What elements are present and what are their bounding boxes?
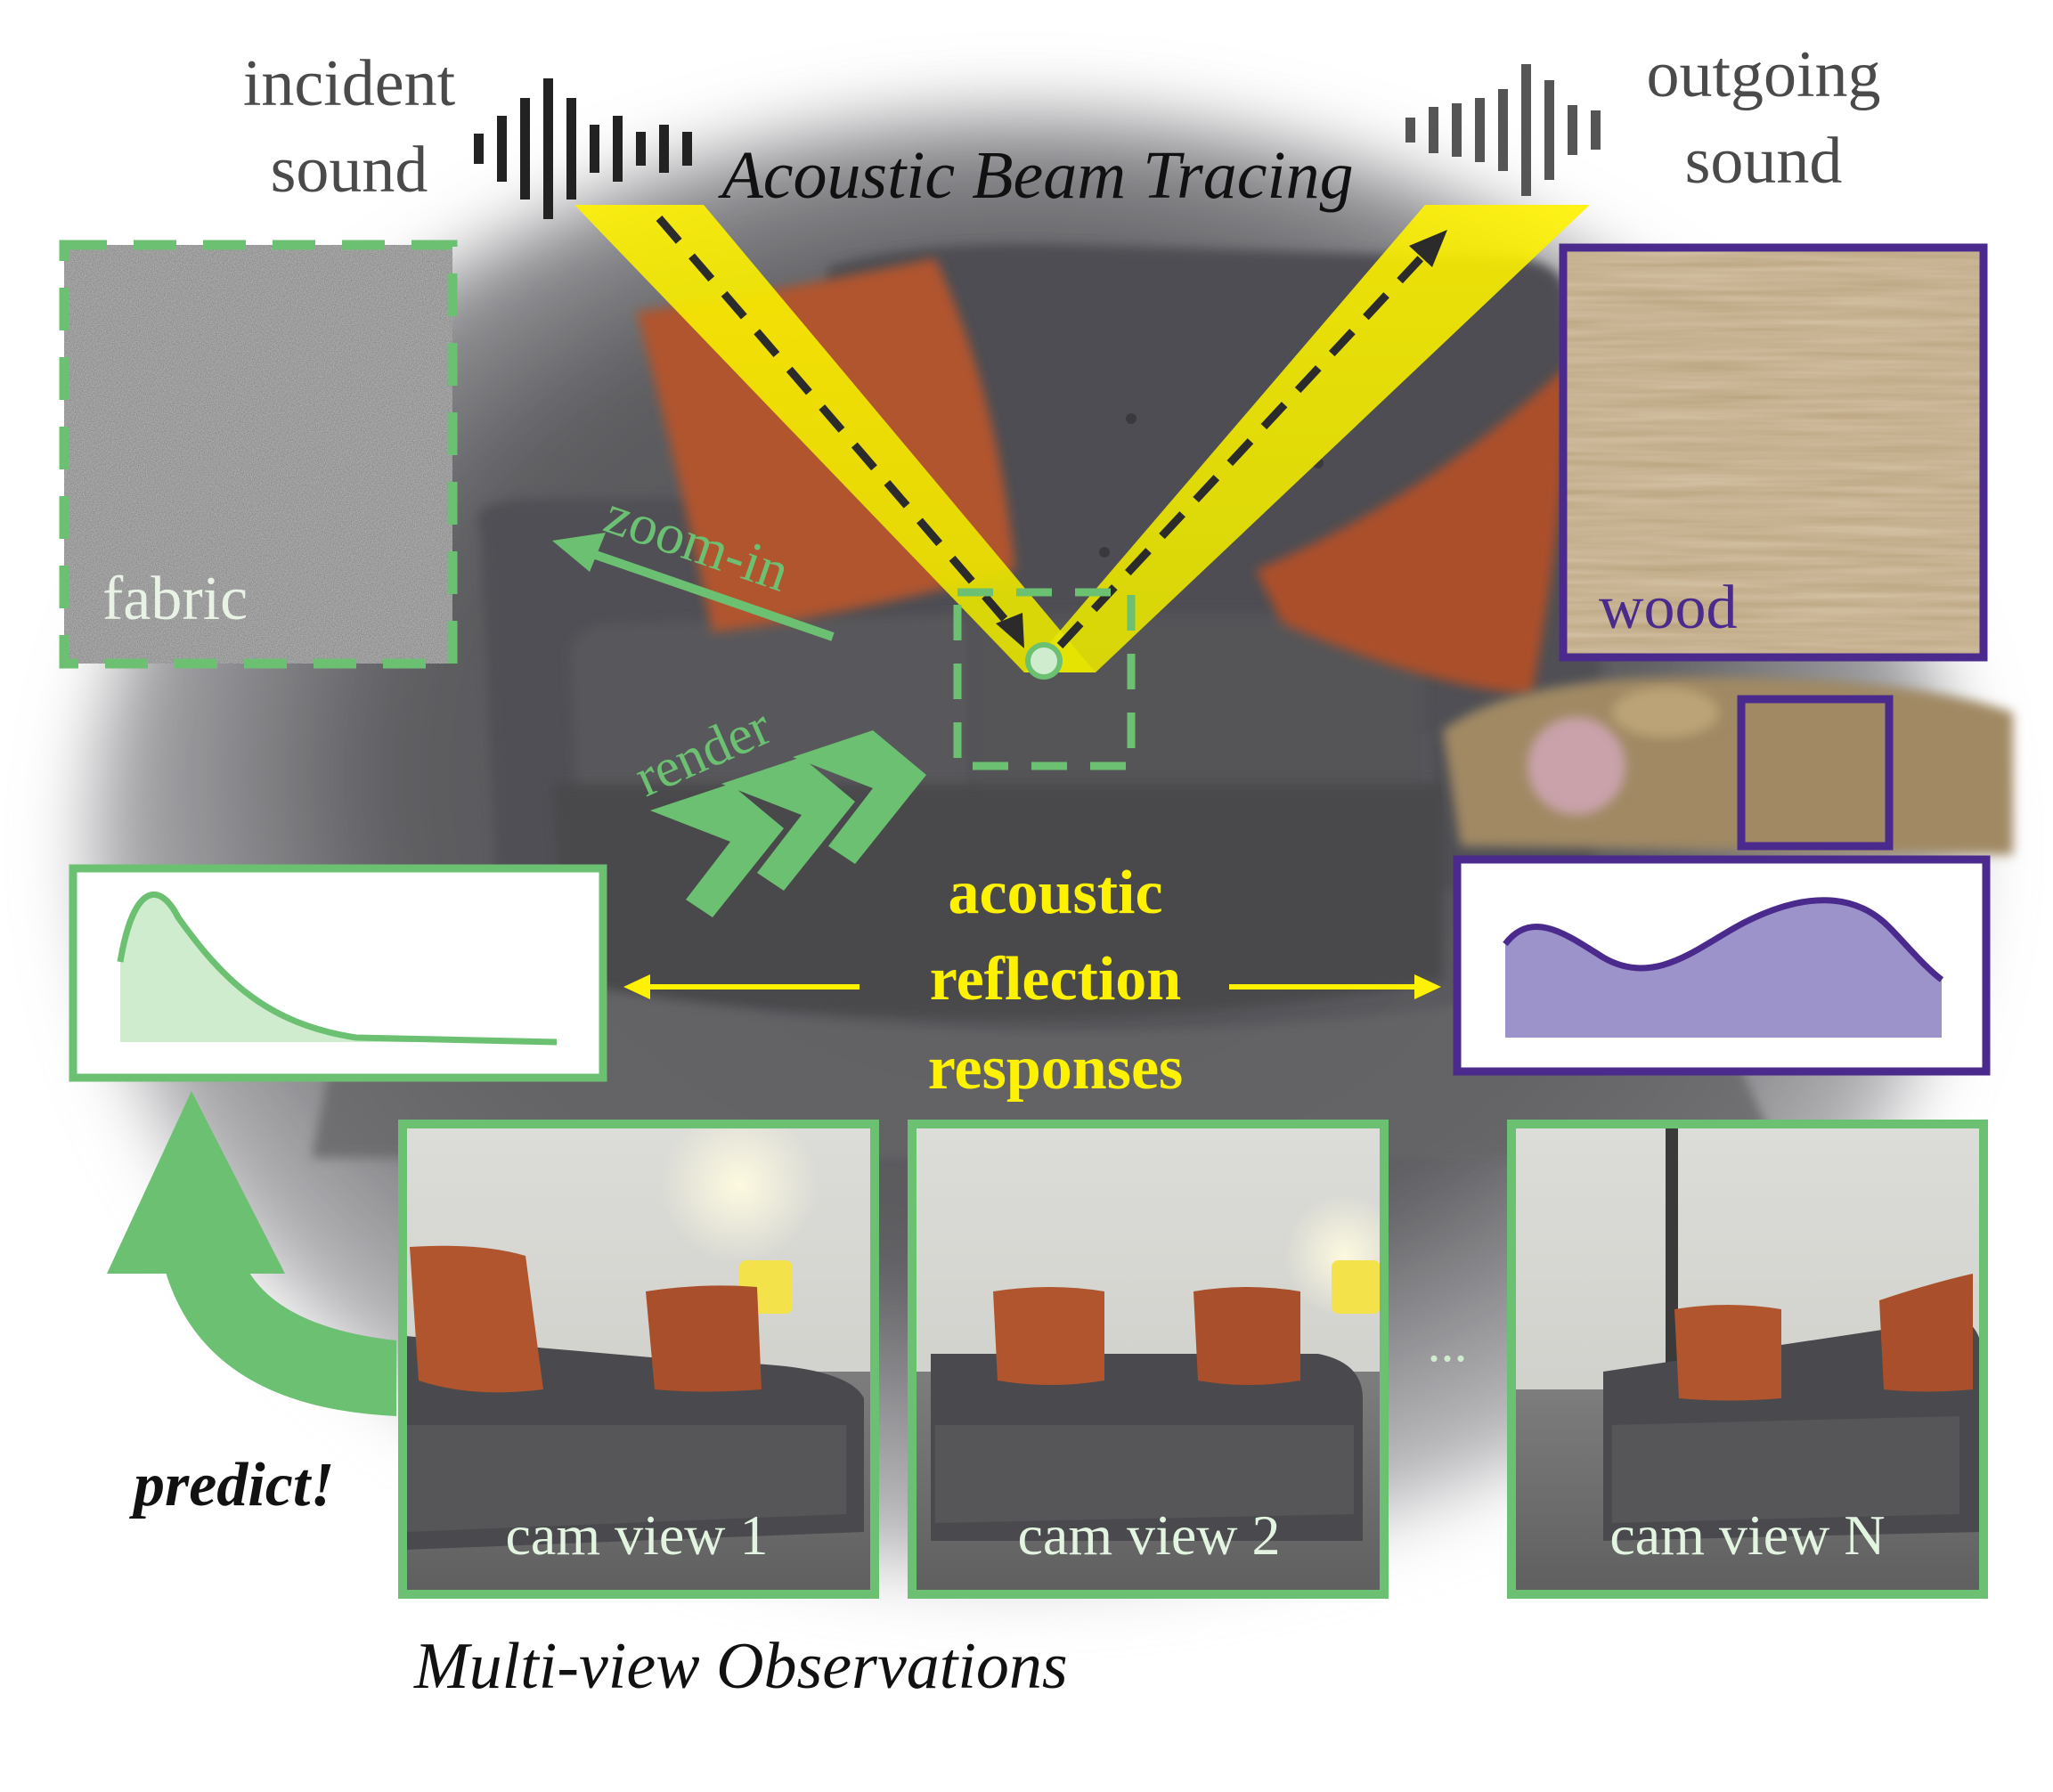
chevron-right-icon <box>650 784 784 917</box>
wood-texture-panel: wood <box>1559 243 1988 662</box>
wood-label: wood <box>1599 574 1738 642</box>
incident-label-line1: incident <box>243 47 456 120</box>
wood-source-box <box>1737 695 1894 851</box>
camera-view-2 <box>912 1124 1384 1594</box>
camera-view-1-label: cam view 1 <box>506 1503 769 1567</box>
fabric-response-fill <box>120 894 557 1042</box>
camera-view-1 <box>403 1124 875 1594</box>
outgoing-label-line2: sound <box>1685 125 1843 198</box>
beam-title: Acoustic Beam Tracing <box>717 138 1353 213</box>
acoustic-beams <box>574 205 1590 770</box>
incident-label-line2: sound <box>271 134 428 207</box>
outgoing-waveform-icon <box>1405 64 1601 196</box>
fabric-texture-panel: fabric <box>59 240 458 669</box>
camera-view-n-frame <box>1507 1120 1988 1599</box>
wood-response-fill <box>1505 900 1942 1038</box>
wood-response-plot <box>1453 855 1991 1076</box>
chevron-right-icon <box>721 757 855 891</box>
reflection-zoom-box <box>953 588 1136 770</box>
fabric-response-plot <box>69 864 607 1082</box>
camera-view-n-label: cam view N <box>1609 1503 1885 1567</box>
multiview-caption: Multi-view Observations <box>413 1630 1068 1703</box>
outgoing-label-line1: outgoing <box>1646 38 1880 111</box>
camera-view-2-frame <box>908 1120 1389 1599</box>
incident-waveform-icon <box>474 78 692 219</box>
outgoing-ray-arrowhead <box>1409 230 1447 267</box>
incident-ray-arrowhead <box>996 613 1024 648</box>
center-line-1: acoustic <box>948 859 1162 927</box>
center-line-2: reflection <box>930 945 1181 1014</box>
view-ellipsis: ... <box>1428 1314 1468 1373</box>
wood-response-curve <box>1503 897 1944 982</box>
camera-view-2-label: cam view 2 <box>1018 1503 1281 1567</box>
predict-arrow: predict! <box>107 1091 396 1519</box>
camera-view-n <box>1511 1124 1984 1594</box>
center-caption: acoustic reflection responses <box>623 859 1441 1103</box>
incident-ray <box>656 216 1023 639</box>
center-line-3: responses <box>928 1034 1184 1103</box>
reflection-point <box>1025 642 1063 680</box>
chevron-right-icon <box>793 730 926 864</box>
fabric-label: fabric <box>102 565 248 633</box>
fabric-response-curve <box>117 891 558 1046</box>
camera-view-1-frame <box>398 1120 879 1599</box>
predict-label: predict! <box>129 1451 335 1519</box>
outgoing-ray <box>1056 255 1424 649</box>
